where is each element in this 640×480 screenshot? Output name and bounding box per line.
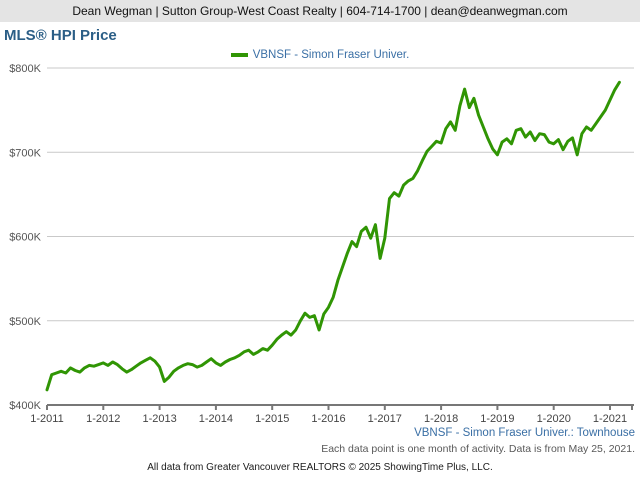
y-axis-label: $500K [9, 316, 41, 328]
chart-legend: VBNSF - Simon Fraser Univer. [0, 49, 640, 61]
x-axis-label: 1-2013 [142, 413, 176, 425]
y-axis-label: $700K [9, 147, 41, 159]
contact-banner-text: Dean Wegman | Sutton Group-West Coast Re… [72, 4, 568, 18]
x-axis-label: 1-2016 [311, 413, 345, 425]
contact-banner: Dean Wegman | Sutton Group-West Coast Re… [0, 0, 640, 22]
x-axis-label: 1-2011 [30, 413, 63, 425]
y-axis-label: $400K [9, 400, 41, 412]
y-axis-label: $600K [9, 232, 41, 244]
x-axis-label: 1-2012 [86, 413, 120, 425]
x-axis-label: 1-2020 [537, 413, 571, 425]
x-axis-label: 1-2015 [255, 413, 289, 425]
y-axis-label: $800K [9, 63, 41, 75]
x-axis-label: 1-2018 [424, 413, 458, 425]
legend-label: VBNSF - Simon Fraser Univer. [252, 49, 410, 61]
x-axis-label: 1-2014 [199, 413, 233, 425]
footer-data-note: Each data point is one month of activity… [321, 443, 635, 455]
page-title: MLS® HPI Price [4, 27, 117, 44]
footer-series-label: VBNSF - Simon Fraser Univer.: Townhouse [414, 427, 635, 439]
footer-copyright: All data from Greater Vancouver REALTORS… [147, 462, 493, 473]
x-axis-label: 1-2021 [593, 413, 627, 425]
legend-line-swatch [230, 53, 248, 57]
x-axis-label: 1-2017 [368, 413, 402, 425]
price-line-series [45, 80, 621, 392]
x-axis-label: 1-2019 [480, 413, 514, 425]
